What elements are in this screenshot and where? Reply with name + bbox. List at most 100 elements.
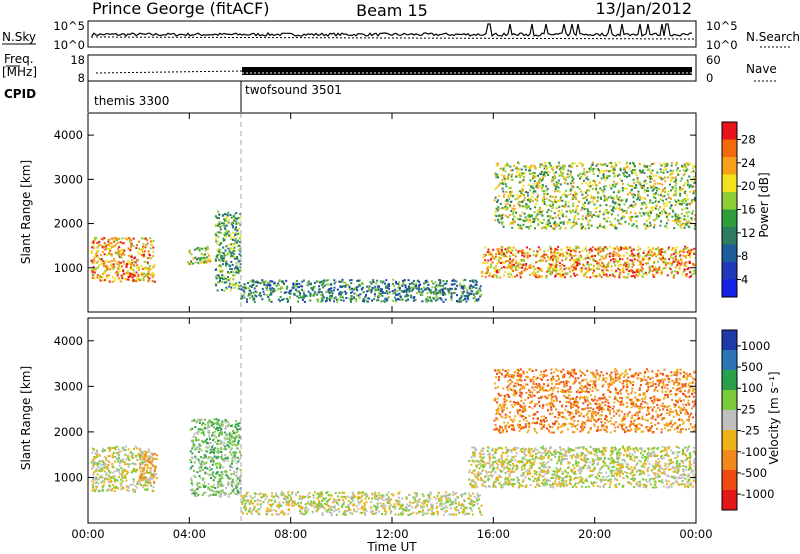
heatmap-cell (233, 219, 235, 222)
heatmap-cell (583, 173, 586, 176)
heatmap-cell (219, 270, 222, 273)
heatmap-cell (650, 210, 653, 213)
heatmap-cell (131, 453, 134, 456)
heatmap-cell (109, 253, 112, 256)
heatmap-cell (603, 170, 606, 172)
heatmap-cell (144, 458, 147, 461)
heatmap-cell (214, 441, 217, 444)
heatmap-cell (551, 167, 553, 170)
heatmap-cell (431, 286, 434, 289)
heatmap-cell (585, 256, 588, 259)
heatmap-cell (386, 292, 389, 295)
heatmap-cell (220, 231, 223, 234)
heatmap-cell (539, 220, 542, 223)
heatmap-cell (152, 280, 155, 283)
heatmap-cell (148, 450, 150, 453)
heatmap-cell (657, 208, 660, 211)
heatmap-cell (610, 169, 613, 172)
heatmap-cell (381, 292, 384, 294)
heatmap-cell (231, 480, 234, 483)
heatmap-cell (642, 197, 645, 200)
heatmap-cell (675, 187, 677, 190)
heatmap-cell (141, 454, 144, 457)
heatmap-cell (191, 452, 194, 455)
heatmap-cell (248, 289, 251, 292)
heatmap-cell (401, 290, 404, 293)
heatmap-cell (617, 267, 620, 270)
heatmap-cell (618, 173, 621, 176)
heatmap-cell (662, 267, 665, 270)
heatmap-cell (690, 248, 693, 251)
heatmap-cell (534, 167, 537, 170)
heatmap-cell (670, 262, 673, 265)
heatmap-cell (569, 252, 572, 255)
heatmap-cell (398, 284, 401, 287)
heatmap-cell (600, 198, 603, 200)
heatmap-cell (113, 474, 116, 477)
heatmap-cell (617, 189, 620, 192)
heatmap-cell (547, 208, 550, 211)
heatmap-cell (278, 283, 280, 286)
heatmap-cell (593, 264, 595, 267)
heatmap-cell (235, 462, 238, 465)
heatmap-cell (539, 177, 542, 180)
heatmap-cell (195, 439, 198, 442)
heatmap-cell (296, 295, 299, 298)
heatmap-cell (90, 461, 93, 464)
heatmap-cell (210, 473, 213, 476)
heatmap-cell (152, 490, 155, 493)
heatmap-cell (571, 196, 574, 199)
heatmap-cell (217, 250, 220, 253)
heatmap-cell (632, 248, 635, 251)
heatmap-cell (373, 287, 376, 290)
heatmap-cell (143, 268, 146, 271)
heatmap-cell (230, 260, 233, 263)
heatmap-cell (612, 183, 615, 186)
heatmap-cell (471, 279, 474, 282)
heatmap-cell (583, 196, 586, 199)
heatmap-cell (653, 268, 656, 271)
heatmap-cell (357, 294, 360, 297)
heatmap-cell (670, 271, 673, 274)
heatmap-cell (587, 178, 590, 181)
heatmap-cell (547, 214, 550, 217)
heatmap-cell (108, 470, 111, 472)
heatmap-cell (278, 279, 281, 282)
heatmap-cell (660, 220, 662, 223)
heatmap-cell (686, 268, 689, 271)
heatmap-cell (233, 286, 236, 289)
heatmap-cell (494, 196, 497, 199)
heatmap-cell (609, 205, 612, 208)
heatmap-cell (513, 253, 516, 256)
heatmap-cell (661, 269, 664, 272)
heatmap-cell (427, 287, 430, 290)
heatmap-cell (686, 184, 689, 186)
heatmap-cell (648, 271, 651, 274)
heatmap-cell (143, 472, 146, 475)
heatmap-cell (689, 271, 691, 274)
heatmap-cell (535, 276, 538, 279)
heatmap-cell (621, 179, 623, 182)
heatmap-cell (233, 256, 236, 258)
heatmap-cell (418, 290, 421, 293)
heatmap-cell (519, 214, 522, 217)
heatmap-cell (598, 210, 601, 213)
heatmap-cell (614, 258, 617, 260)
heatmap-cell (589, 247, 592, 250)
heatmap-cell (386, 287, 389, 289)
heatmap-cell (505, 191, 508, 193)
heatmap-cell (229, 465, 232, 468)
heatmap-cell (233, 257, 236, 260)
heatmap-cell (197, 247, 200, 249)
heatmap-cell (236, 489, 239, 492)
heatmap-cell (506, 246, 509, 249)
heatmap-cell (671, 209, 674, 211)
heatmap-cell (203, 418, 206, 421)
heatmap-cell (615, 252, 618, 255)
heatmap-cell (683, 197, 686, 200)
heatmap-cell (119, 280, 122, 283)
heatmap-cell (693, 165, 696, 168)
heatmap-cell (636, 268, 639, 271)
heatmap-cell (221, 222, 224, 225)
heatmap-cell (425, 281, 428, 284)
